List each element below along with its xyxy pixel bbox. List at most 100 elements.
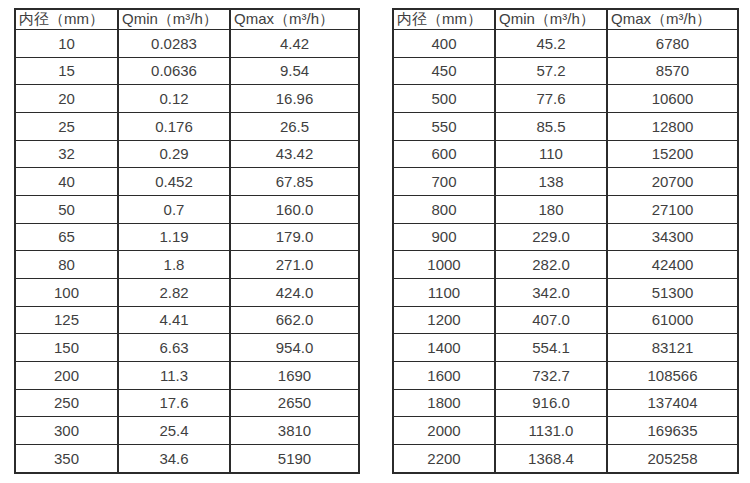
cell-diameter: 700	[393, 168, 495, 196]
cell-diameter: 2000	[393, 417, 495, 445]
cell-qmax: 51300	[607, 278, 738, 306]
table-row: 900229.034300	[393, 223, 738, 251]
table-row: 1254.41662.0	[15, 306, 359, 334]
cell-qmin: 1131.0	[495, 417, 607, 445]
cell-qmin: 34.6	[118, 444, 230, 473]
cell-qmax: 4.42	[230, 30, 359, 58]
cell-qmin: 2.82	[118, 278, 230, 306]
cell-diameter: 900	[393, 223, 495, 251]
cell-qmax: 169635	[607, 417, 738, 445]
cell-diameter: 200	[15, 361, 118, 389]
table-row: 500.7160.0	[15, 195, 359, 223]
cell-qmin: 110	[495, 140, 607, 168]
cell-diameter: 100	[15, 278, 118, 306]
cell-qmax: 3810	[230, 417, 359, 445]
table-row: 45057.28570	[393, 57, 738, 85]
cell-qmax: 9.54	[230, 57, 359, 85]
table-row: 320.2943.42	[15, 140, 359, 168]
cell-qmin: 180	[495, 195, 607, 223]
table-row: 1506.63954.0	[15, 334, 359, 362]
cell-qmax: 27100	[607, 195, 738, 223]
table-row: 150.06369.54	[15, 57, 359, 85]
cell-qmin: 0.12	[118, 85, 230, 113]
table-row: 100.02834.42	[15, 30, 359, 58]
cell-diameter: 1400	[393, 334, 495, 362]
cell-diameter: 500	[393, 85, 495, 113]
cell-qmax: 10600	[607, 85, 738, 113]
cell-qmin: 77.6	[495, 85, 607, 113]
cell-qmin: 17.6	[118, 389, 230, 417]
table-row: 200.1216.96	[15, 85, 359, 113]
cell-diameter: 2200	[393, 444, 495, 473]
cell-diameter: 32	[15, 140, 118, 168]
cell-diameter: 15	[15, 57, 118, 85]
table-row: 1002.82424.0	[15, 278, 359, 306]
cell-qmin: 229.0	[495, 223, 607, 251]
cell-qmin: 282.0	[495, 251, 607, 279]
cell-diameter: 450	[393, 57, 495, 85]
cell-qmax: 20700	[607, 168, 738, 196]
header-row: 内径（mm） Qmin（m³/h） Qmax（m³/h）	[15, 9, 359, 30]
cell-diameter: 80	[15, 251, 118, 279]
cell-qmin: 0.452	[118, 168, 230, 196]
table-row: 20001131.0169635	[393, 417, 738, 445]
cell-qmax: 2650	[230, 389, 359, 417]
cell-qmin: 11.3	[118, 361, 230, 389]
table-row: 70013820700	[393, 168, 738, 196]
table-row: 1200407.061000	[393, 306, 738, 334]
col-header-qmin: Qmin（m³/h）	[118, 9, 230, 30]
cell-qmin: 45.2	[495, 30, 607, 58]
cell-qmin: 25.4	[118, 417, 230, 445]
cell-qmin: 554.1	[495, 334, 607, 362]
cell-qmax: 205258	[607, 444, 738, 473]
table-row: 1400554.183121	[393, 334, 738, 362]
cell-qmax: 5190	[230, 444, 359, 473]
cell-qmin: 407.0	[495, 306, 607, 334]
small-diameter-rows: 100.02834.42150.06369.54200.1216.96250.1…	[15, 30, 359, 474]
cell-diameter: 1800	[393, 389, 495, 417]
cell-qmax: 26.5	[230, 112, 359, 140]
flow-rate-spec-tables: 内径（mm） Qmin（m³/h） Qmax（m³/h） 100.02834.4…	[0, 0, 750, 483]
table-row: 1100342.051300	[393, 278, 738, 306]
cell-qmax: 83121	[607, 334, 738, 362]
cell-qmin: 342.0	[495, 278, 607, 306]
cell-qmax: 42400	[607, 251, 738, 279]
cell-qmax: 1690	[230, 361, 359, 389]
table-row: 250.17626.5	[15, 112, 359, 140]
table-row: 22001368.4205258	[393, 444, 738, 473]
cell-diameter: 125	[15, 306, 118, 334]
cell-qmin: 0.29	[118, 140, 230, 168]
cell-qmin: 4.41	[118, 306, 230, 334]
table-row: 1000282.042400	[393, 251, 738, 279]
cell-diameter: 300	[15, 417, 118, 445]
cell-qmax: 34300	[607, 223, 738, 251]
cell-qmax: 8570	[607, 57, 738, 85]
cell-diameter: 10	[15, 30, 118, 58]
cell-qmin: 0.0636	[118, 57, 230, 85]
cell-qmin: 916.0	[495, 389, 607, 417]
cell-qmin: 0.0283	[118, 30, 230, 58]
cell-diameter: 1200	[393, 306, 495, 334]
col-header-diameter: 内径（mm）	[15, 9, 118, 30]
col-header-qmin: Qmin（m³/h）	[495, 9, 607, 30]
cell-diameter: 1100	[393, 278, 495, 306]
cell-diameter: 150	[15, 334, 118, 362]
table-row: 801.8271.0	[15, 251, 359, 279]
cell-qmin: 85.5	[495, 112, 607, 140]
table-row: 25017.62650	[15, 389, 359, 417]
cell-diameter: 65	[15, 223, 118, 251]
cell-diameter: 350	[15, 444, 118, 473]
flow-table-large-diameters: 内径（mm） Qmin（m³/h） Qmax（m³/h） 40045.26780…	[392, 8, 739, 474]
cell-qmax: 12800	[607, 112, 738, 140]
cell-qmin: 1.8	[118, 251, 230, 279]
cell-qmin: 732.7	[495, 361, 607, 389]
cell-diameter: 800	[393, 195, 495, 223]
cell-qmin: 0.7	[118, 195, 230, 223]
cell-diameter: 25	[15, 112, 118, 140]
cell-diameter: 600	[393, 140, 495, 168]
cell-qmin: 57.2	[495, 57, 607, 85]
cell-qmin: 1.19	[118, 223, 230, 251]
cell-diameter: 40	[15, 168, 118, 196]
cell-diameter: 50	[15, 195, 118, 223]
cell-qmax: 179.0	[230, 223, 359, 251]
